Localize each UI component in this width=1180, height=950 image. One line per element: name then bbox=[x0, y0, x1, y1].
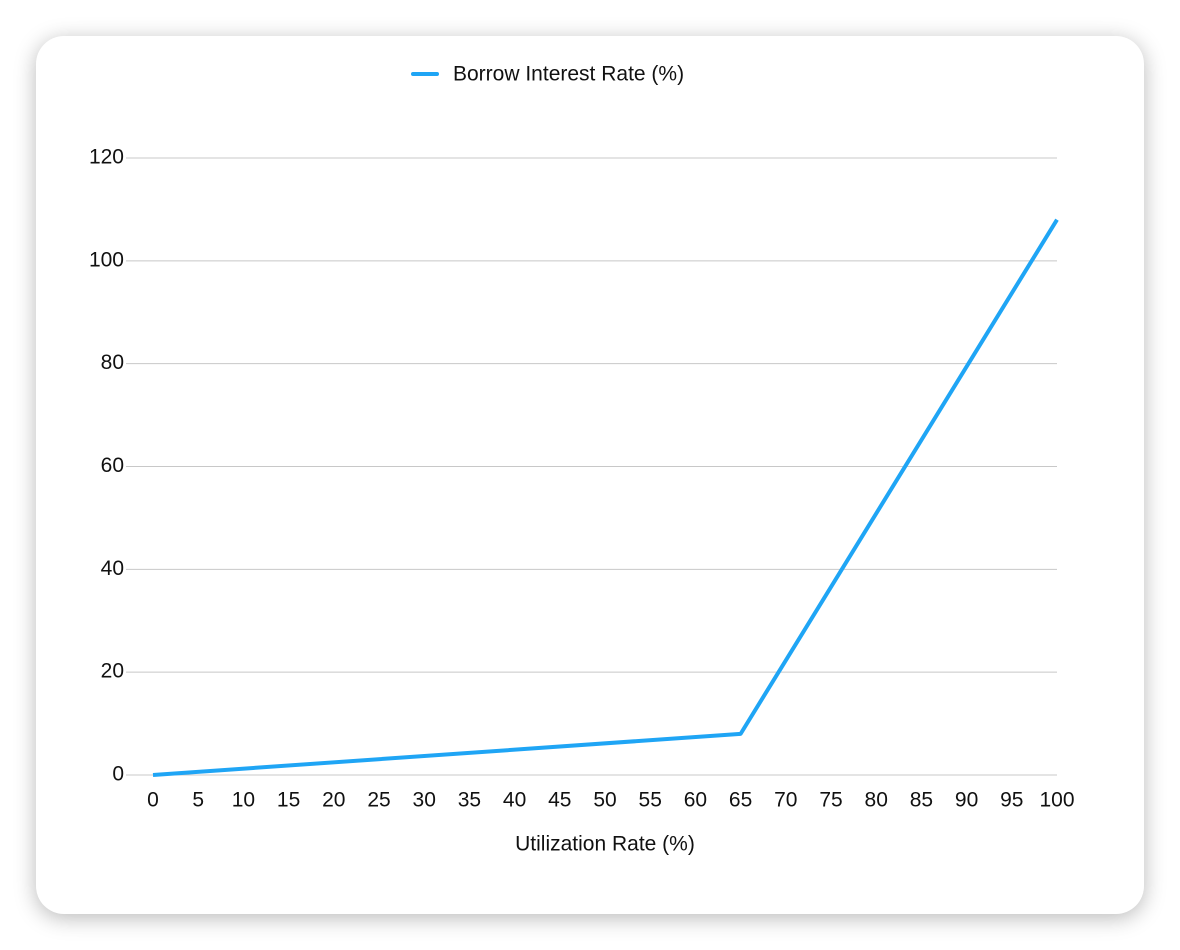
x-tick-label: 45 bbox=[548, 789, 571, 812]
y-tick-label: 80 bbox=[101, 351, 124, 374]
x-tick-label: 0 bbox=[147, 789, 159, 812]
x-tick-label: 5 bbox=[192, 789, 204, 812]
y-tick-label: 0 bbox=[112, 763, 124, 786]
x-tick-label: 55 bbox=[639, 789, 662, 812]
legend-label: Borrow Interest Rate (%) bbox=[453, 63, 684, 86]
x-tick-label: 20 bbox=[322, 789, 345, 812]
x-tick-label: 35 bbox=[458, 789, 481, 812]
x-tick-label: 60 bbox=[684, 789, 707, 812]
x-tick-label: 70 bbox=[774, 789, 797, 812]
x-tick-label: 30 bbox=[413, 789, 436, 812]
y-tick-label: 20 bbox=[101, 660, 124, 683]
x-tick-label: 40 bbox=[503, 789, 526, 812]
y-tick-label: 60 bbox=[101, 454, 124, 477]
x-tick-label: 10 bbox=[232, 789, 255, 812]
x-tick-label: 75 bbox=[819, 789, 842, 812]
x-axis-title: Utilization Rate (%) bbox=[515, 833, 695, 856]
y-tick-label: 120 bbox=[89, 146, 124, 169]
x-tick-label: 65 bbox=[729, 789, 752, 812]
y-tick-label: 100 bbox=[89, 248, 124, 271]
data-line bbox=[152, 218, 1059, 777]
x-tick-label: 25 bbox=[367, 789, 390, 812]
y-tick-label: 40 bbox=[101, 557, 124, 580]
x-tick-label: 80 bbox=[865, 789, 888, 812]
x-tick-label: 95 bbox=[1000, 789, 1023, 812]
x-tick-label: 15 bbox=[277, 789, 300, 812]
chart-card bbox=[36, 36, 1144, 914]
x-tick-label: 100 bbox=[1039, 789, 1074, 812]
x-tick-label: 85 bbox=[910, 789, 933, 812]
x-tick-label: 50 bbox=[593, 789, 616, 812]
x-tick-label: 90 bbox=[955, 789, 978, 812]
